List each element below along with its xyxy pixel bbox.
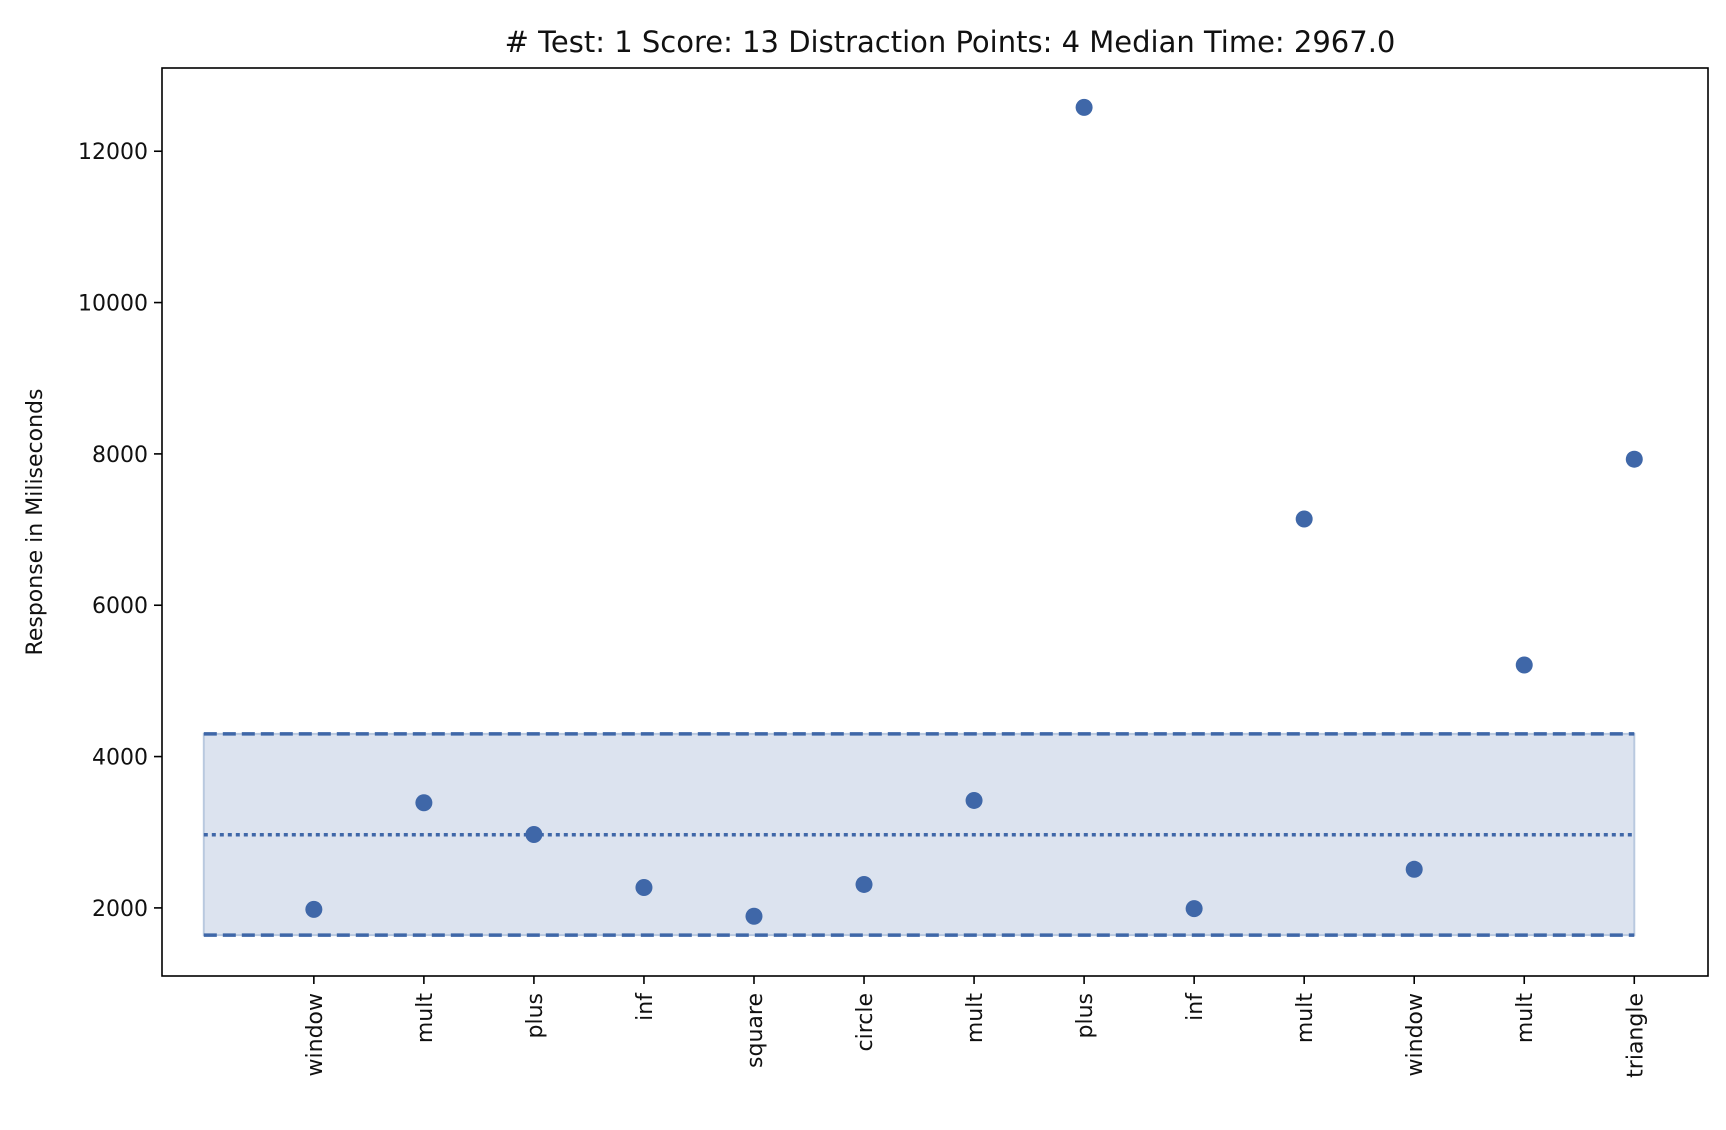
y-tick-label: 6000	[92, 594, 148, 619]
chart-title: # Test: 1 Score: 13 Distraction Points: …	[505, 25, 1396, 59]
data-point	[745, 907, 763, 925]
data-point	[525, 826, 543, 844]
data-point	[1295, 510, 1313, 528]
data-point	[1185, 900, 1203, 918]
y-tick-label: 2000	[92, 897, 148, 922]
axes-frame	[161, 67, 1709, 977]
x-tick-label: plus	[1073, 993, 1098, 1038]
x-tick-label: inf	[1183, 992, 1208, 1021]
data-point	[635, 878, 653, 896]
data-point	[1515, 656, 1533, 674]
y-tick-label: 10000	[78, 292, 148, 317]
data-point	[415, 794, 433, 812]
x-tick-label: mult	[413, 993, 438, 1043]
x-tick-label: mult	[1513, 993, 1538, 1043]
data-point	[1075, 98, 1093, 116]
x-tick-label: window	[303, 993, 328, 1076]
y-tick-label: 8000	[92, 443, 148, 468]
y-axis-label: Response in Miliseconds	[23, 389, 48, 656]
x-tick-label: triangle	[1623, 993, 1648, 1078]
data-point	[855, 875, 873, 893]
x-tick-label: mult	[1293, 993, 1318, 1043]
data-point	[965, 791, 983, 809]
x-tick-label: mult	[963, 993, 988, 1043]
y-tick-label: 4000	[92, 746, 148, 771]
plot-area: 2000 4000 6000 8000 10000 12000 window mult plus…	[78, 67, 1709, 1078]
x-tick-label: circle	[853, 993, 878, 1052]
x-tick-label: window	[1403, 993, 1428, 1076]
data-point	[1405, 860, 1423, 878]
x-tick-label: square	[743, 993, 768, 1068]
data-point	[305, 900, 323, 918]
x-tick-label: plus	[523, 993, 548, 1038]
data-point	[1625, 450, 1643, 468]
x-tick-label: inf	[633, 992, 658, 1021]
y-tick-label: 12000	[78, 140, 148, 165]
